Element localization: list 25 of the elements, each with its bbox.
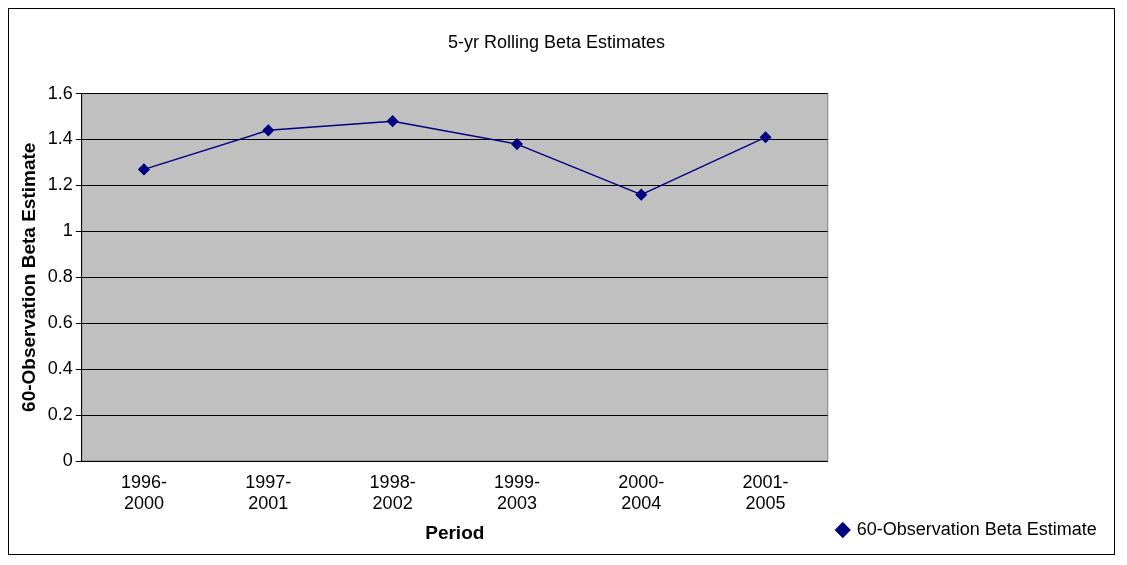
- x-tick-label: 1999- 2003: [493, 471, 540, 514]
- x-axis-title: Period: [425, 521, 485, 543]
- y-tick-label: 1.2: [47, 174, 73, 195]
- point: [511, 138, 523, 150]
- y-tick-label: 0.6: [47, 312, 73, 333]
- point: [759, 131, 772, 143]
- chart-title: 5-yr Rolling Beta Estimates: [447, 31, 666, 52]
- y-tick-label: 1.6: [47, 82, 73, 103]
- point: [635, 188, 648, 201]
- y-tick-label: 0: [62, 449, 73, 470]
- x-tick-label: 2000- 2004: [618, 471, 665, 514]
- legend-label: 60-Observation Beta Estimate: [856, 518, 1097, 539]
- point: [138, 163, 150, 176]
- point: [386, 115, 399, 127]
- x-tick-label: 2001- 2005: [742, 471, 789, 514]
- y-tick-label: 0.2: [47, 404, 73, 425]
- x-tick-label: 1996- 2000: [120, 471, 168, 514]
- y-axis-title: 60-Observation Beta Estimate: [17, 142, 39, 412]
- x-tick-label: 1997- 2001: [245, 471, 292, 514]
- y-tick-label: 0.4: [47, 358, 73, 379]
- y-tick-label: 0.8: [47, 266, 73, 287]
- point: [262, 124, 275, 137]
- y-tick-label: 1: [62, 220, 73, 241]
- x-tick-label: 1998- 2002: [369, 471, 416, 514]
- y-tick-label: 1.4: [47, 128, 73, 149]
